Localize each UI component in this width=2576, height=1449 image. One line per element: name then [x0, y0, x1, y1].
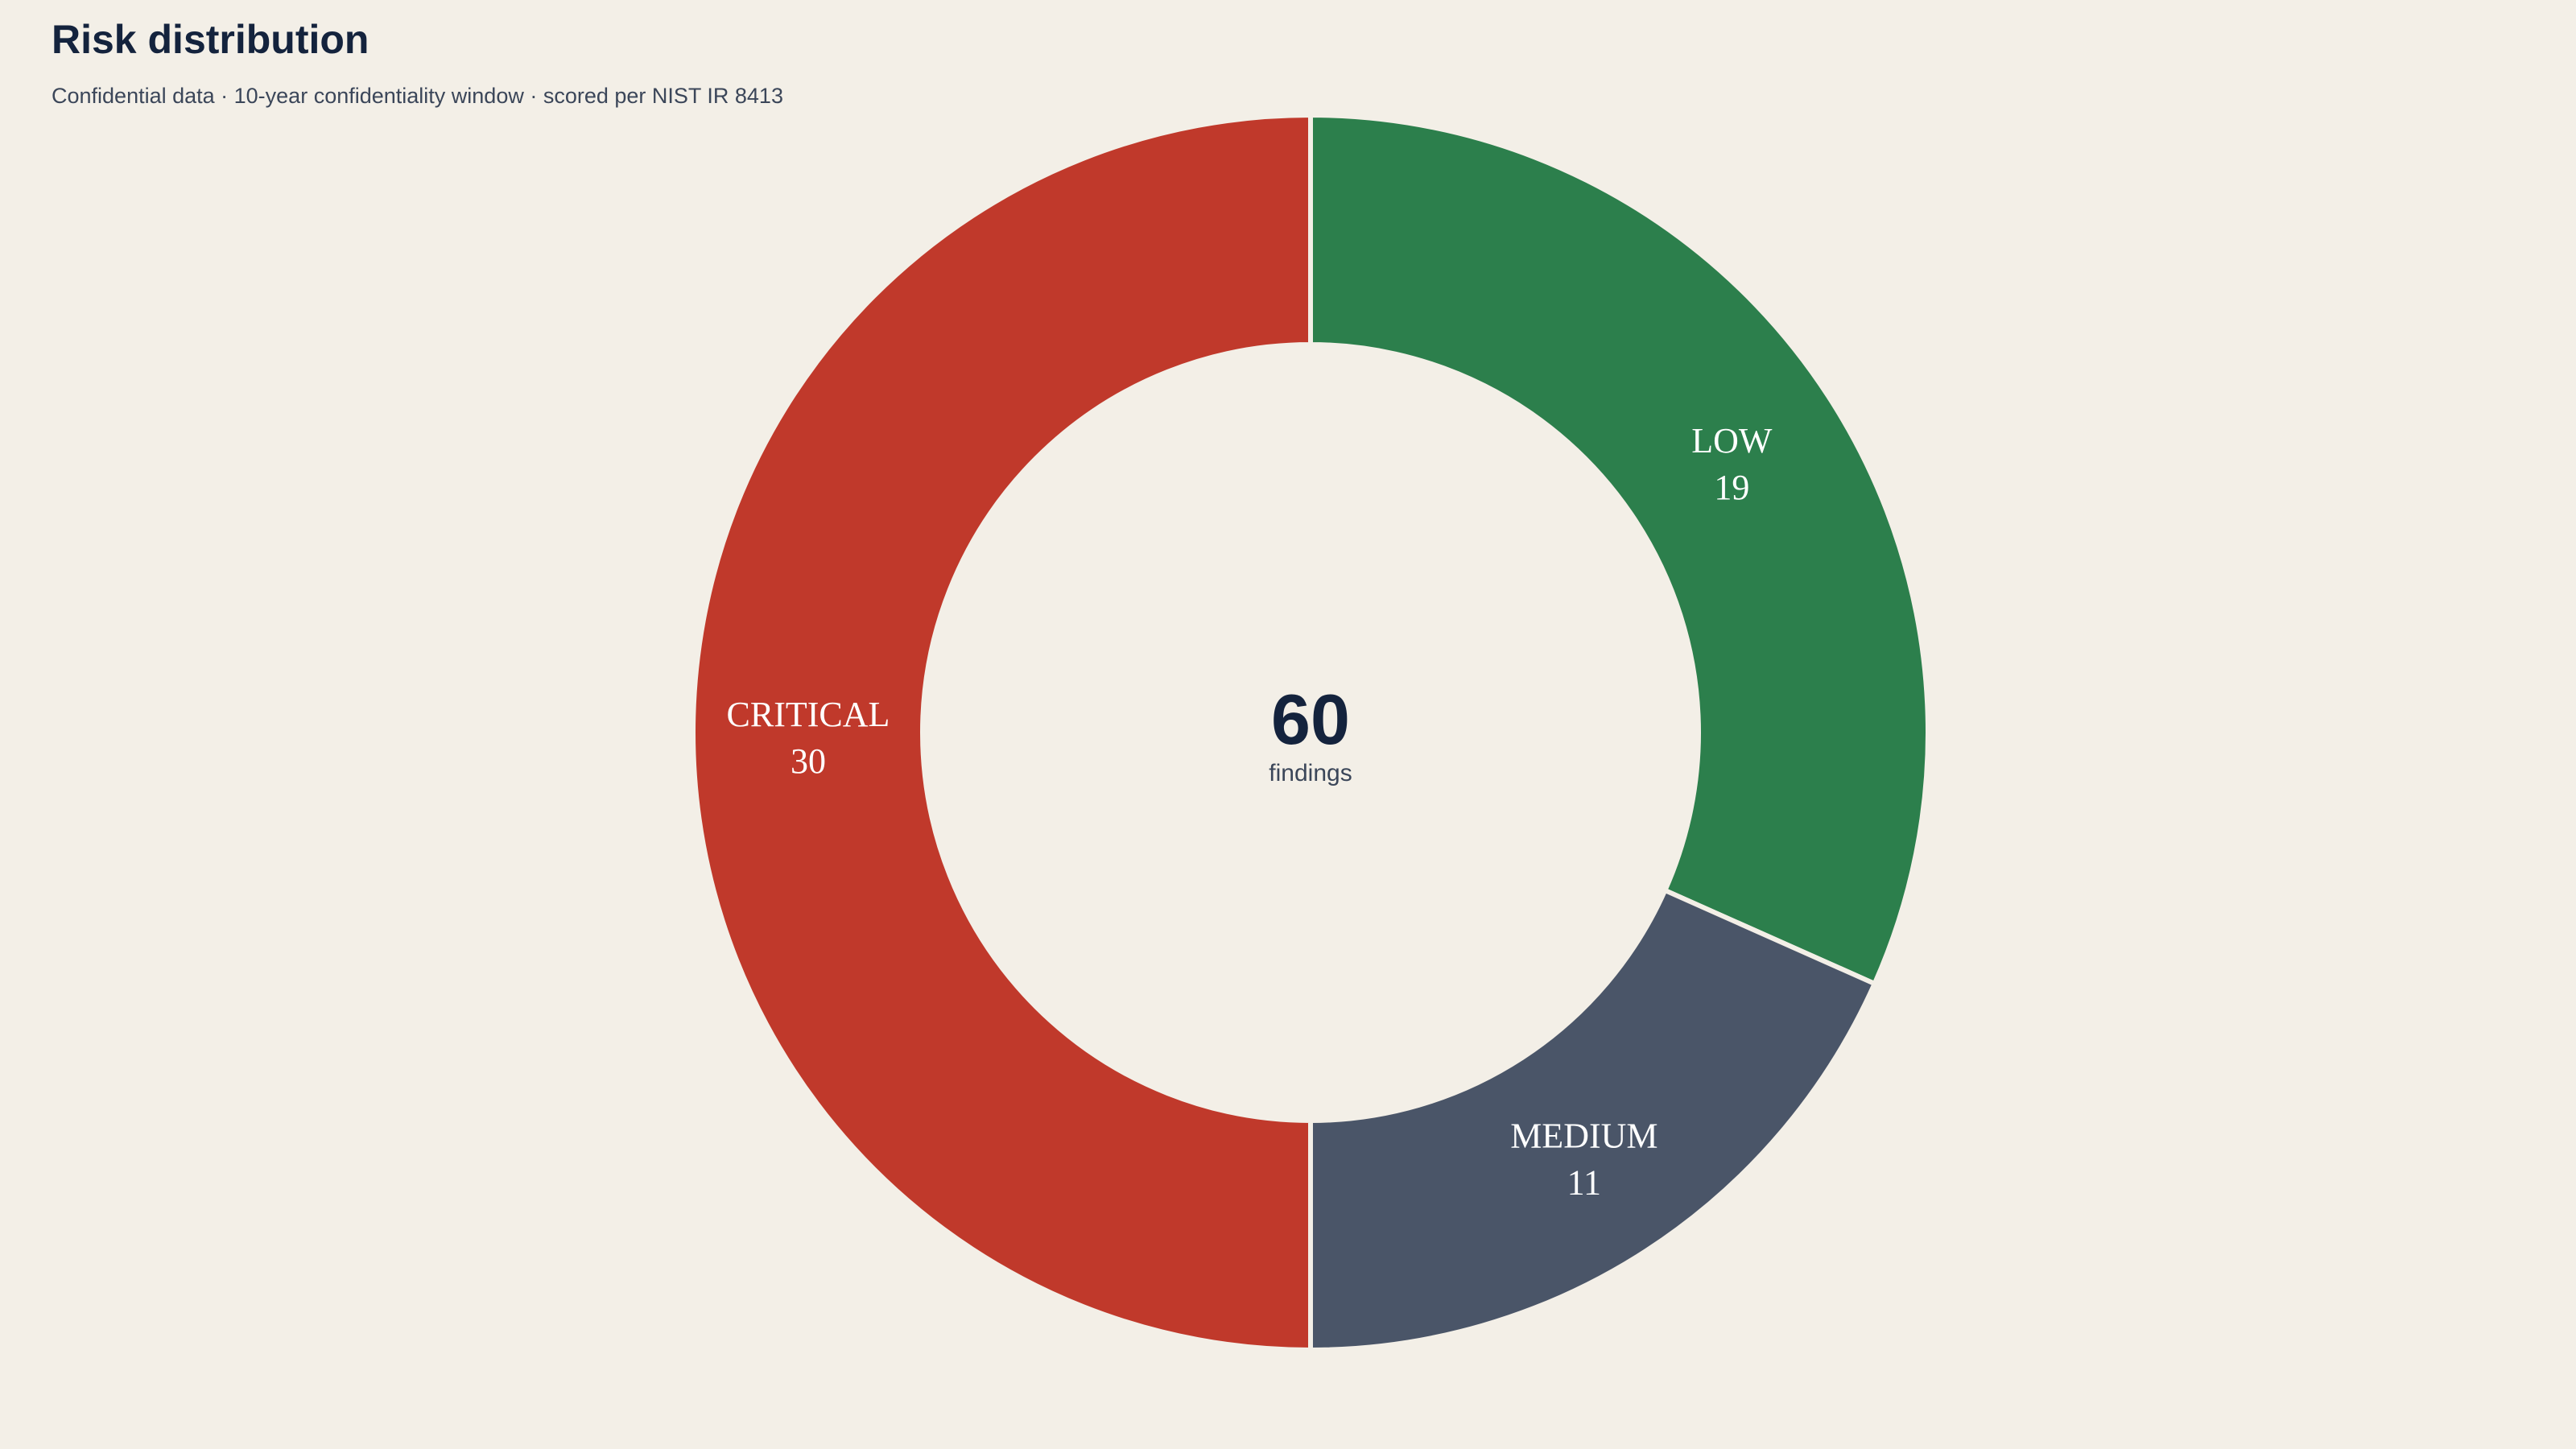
center-total-value: 60 — [1271, 679, 1350, 759]
slice-label-medium: MEDIUM — [1510, 1116, 1657, 1155]
slice-critical — [691, 112, 1313, 1353]
chart-subtitle: Confidential data · 10-year confidential… — [52, 84, 783, 108]
slice-value-low: 19 — [1714, 468, 1749, 507]
slice-label-critical: CRITICAL — [727, 695, 890, 734]
donut-labels: LOW 19 MEDIUM 11 CRITICAL 30 — [727, 421, 1773, 1202]
slice-label-low: LOW — [1691, 421, 1773, 460]
center-total-label: findings — [1269, 760, 1352, 786]
slice-value-medium: 11 — [1567, 1162, 1601, 1202]
chart-title: Risk distribution — [52, 17, 369, 62]
slice-value-critical: 30 — [791, 741, 826, 781]
slice-low — [1308, 112, 1930, 987]
donut-slices — [691, 112, 1930, 1353]
slice-medium — [1308, 887, 1878, 1353]
